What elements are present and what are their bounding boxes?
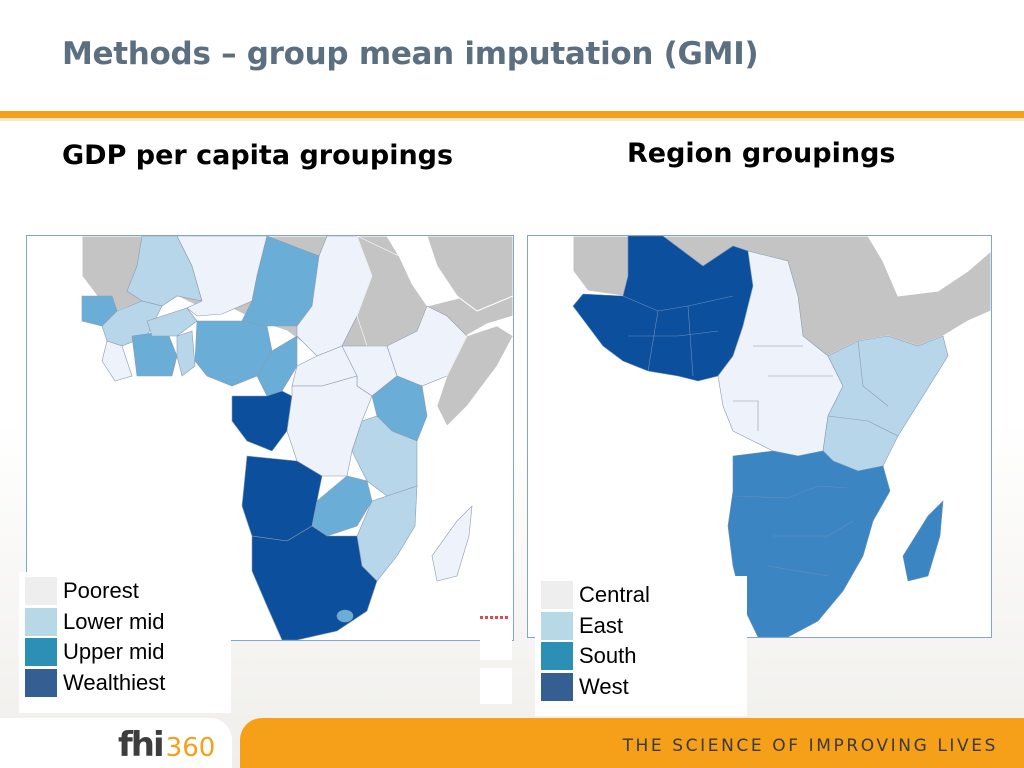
legend-label: South [579, 643, 637, 669]
gdp-legend: Poorest Lower mid Upper mid Wealthiest [19, 572, 231, 713]
sierra-shape [101, 340, 133, 382]
somalia-shape [436, 325, 513, 427]
logo-text: fhi [118, 725, 165, 765]
legend-item-south: South [541, 641, 741, 672]
legend-label: West [579, 673, 629, 699]
lesotho-shape [336, 609, 354, 623]
footer-bar: THE SCIENCE OF IMPROVING LIVES [240, 718, 1024, 768]
burkina-shape [146, 307, 198, 337]
west-africa-borders [622, 295, 734, 377]
legend-swatch [541, 581, 573, 610]
region-legend: Central East South West [535, 576, 747, 716]
region-map-svg [528, 236, 991, 637]
stray-red-mark [480, 616, 510, 619]
legend-label: Wealthiest [63, 669, 166, 695]
title-divider [0, 111, 1024, 118]
legend-label: Central [579, 582, 650, 608]
central-africa-borders [733, 345, 833, 431]
legend-item-upper-mid: Upper mid [25, 637, 225, 668]
madagascar-shape [902, 500, 944, 582]
logo-number: 360 [165, 733, 216, 763]
slide-title: Methods – group mean imputation (GMI) [62, 36, 759, 72]
blank-box-upper [480, 628, 512, 660]
legend-swatch [541, 642, 573, 671]
legend-item-wealthiest: Wealthiest [25, 668, 225, 699]
arabia-region [426, 236, 513, 312]
madagascar-shape [431, 505, 473, 582]
ghana-shape [176, 330, 196, 377]
legend-item-poorest: Poorest [25, 576, 225, 607]
legend-item-lower-mid: Lower mid [25, 607, 225, 638]
region-subtitle: Region groupings [627, 138, 896, 169]
legend-item-west: West [541, 672, 741, 703]
legend-label: Upper mid [63, 639, 165, 665]
slide-footer: fhi 360 THE SCIENCE OF IMPROVING LIVES [0, 718, 1024, 768]
legend-label: East [579, 612, 624, 638]
legend-label: Lower mid [63, 608, 165, 634]
fhi360-logo: fhi 360 [118, 725, 215, 765]
footer-logo-area: fhi 360 [0, 718, 232, 768]
blank-box-lower [480, 668, 512, 704]
legend-item-central: Central [541, 580, 741, 611]
legend-item-east: East [541, 611, 741, 642]
legend-swatch [25, 638, 57, 667]
legend-swatch [541, 672, 573, 701]
gdp-subtitle: GDP per capita groupings [62, 140, 454, 171]
south-region-borders [732, 485, 854, 577]
legend-swatch [541, 611, 573, 640]
title-divider-shadow [0, 118, 1024, 121]
west-africa-shape [572, 236, 754, 382]
footer-tagline: THE SCIENCE OF IMPROVING LIVES [622, 736, 998, 756]
east-africa-borders [827, 340, 899, 437]
region-map [527, 235, 992, 638]
legend-label: Poorest [63, 578, 139, 604]
legend-swatch [25, 607, 57, 636]
legend-swatch [25, 577, 57, 606]
legend-swatch [25, 668, 57, 697]
